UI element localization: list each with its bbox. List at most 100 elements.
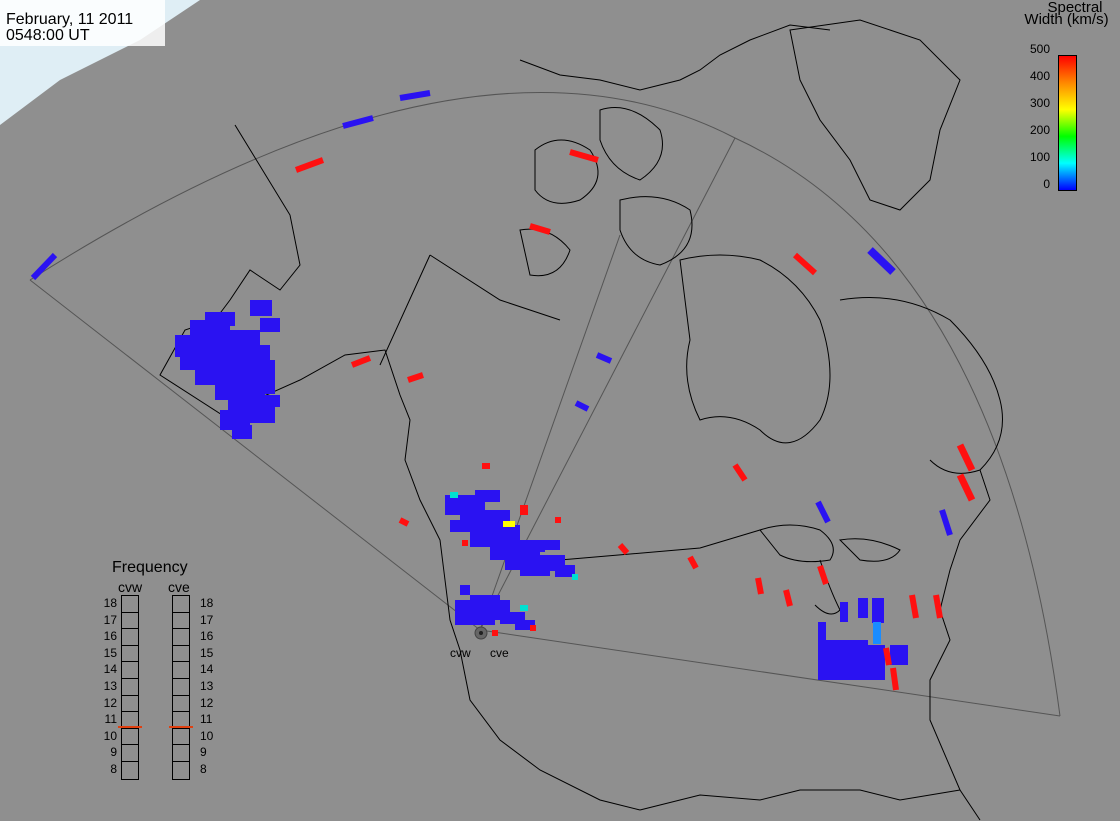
echo-cell: [617, 543, 630, 555]
frequency-tick-label: 14: [103, 662, 117, 677]
echo-groups: [30, 90, 976, 691]
echo-cell: [867, 247, 896, 275]
frequency-gridline: [172, 744, 189, 746]
frequency-tick-label: 18: [200, 596, 214, 610]
echo-cell: [520, 505, 528, 515]
echo-cell: [530, 625, 536, 631]
echo-cell: [890, 645, 908, 665]
echo-cell: [398, 517, 410, 527]
radar-label-east: cve: [490, 646, 509, 660]
echo-cell: [574, 400, 590, 412]
colorbar-tick-label: 0: [1043, 177, 1050, 191]
echo-cell: [475, 490, 500, 502]
echo-cell: [732, 463, 748, 482]
echo-cell: [260, 318, 280, 332]
echo-cell: [865, 645, 885, 680]
frequency-gridline: [121, 661, 138, 663]
echo-cell: [956, 443, 976, 472]
frequency-gridline: [121, 694, 138, 696]
time-label: 0548:00 UT: [6, 27, 90, 44]
echo-cell: [255, 380, 275, 394]
echo-cell: [399, 90, 431, 101]
echo-cell: [342, 115, 374, 129]
colorbar: [1058, 55, 1077, 191]
frequency-tick-label: 8: [200, 762, 207, 776]
frequency-gridline: [172, 711, 189, 713]
echo-cell: [529, 223, 551, 235]
frequency-column-cvw: [121, 595, 139, 780]
frequency-column-cve: [172, 595, 190, 780]
echo-cell: [595, 352, 613, 364]
frequency-gridline: [172, 678, 189, 679]
frequency-tick-label: 14: [200, 662, 214, 677]
frequency-tick-label: 13: [103, 679, 117, 693]
echo-cell: [205, 312, 235, 326]
frequency-tick-label: 15: [200, 645, 214, 660]
echo-cell: [294, 157, 325, 173]
echo-cell: [555, 565, 575, 577]
frequency-gridline: [121, 628, 138, 630]
echo-cell: [687, 555, 699, 570]
frequency-gridline: [121, 644, 138, 646]
frequency-tick-label: 8: [110, 762, 117, 776]
colorbar-tick-label: 100: [1029, 150, 1050, 164]
frequency-gridline: [121, 744, 138, 746]
echo-cell: [890, 667, 899, 691]
fov-east-edge: [479, 629, 1061, 717]
frequency-tick-label: 16: [200, 629, 214, 644]
echo-cell: [492, 630, 498, 636]
echo-cell: [818, 640, 868, 680]
frequency-gridline: [121, 711, 138, 713]
frequency-gridline: [172, 727, 189, 729]
echo-cell: [232, 425, 252, 439]
echo-cell: [909, 594, 919, 619]
echo-cell: [792, 252, 818, 276]
echo-cell: [817, 565, 829, 585]
echo-cell: [933, 594, 943, 619]
echo-cell: [30, 252, 58, 281]
radar-label-west: cvw: [450, 646, 471, 660]
fov-west-edge: [29, 279, 481, 631]
coastlines: [159, 19, 1003, 821]
echo-cell: [407, 372, 424, 383]
frequency-col-cve: cve: [168, 579, 190, 595]
frequency-col-cvw: cvw: [118, 579, 143, 595]
frequency-tick-label: 11: [200, 712, 213, 727]
echo-cell: [818, 622, 826, 642]
echo-cell: [815, 500, 831, 524]
echo-cell: [755, 577, 764, 595]
frequency-gridline: [172, 628, 189, 630]
frequency-marker: [118, 726, 142, 729]
echo-cell: [515, 620, 535, 630]
frequency-gridline: [121, 727, 138, 729]
frequency-tick-label: 16: [103, 629, 117, 644]
frequency-gridline: [121, 611, 138, 613]
echo-cell: [450, 520, 470, 532]
echo-cell: [520, 605, 528, 611]
frequency-tick-label: 15: [103, 645, 117, 660]
radar-site-dot: [479, 631, 483, 635]
frequency-gridline: [172, 644, 189, 646]
title-backdrop: [0, 0, 165, 46]
frequency-tick-label: 9: [110, 745, 117, 760]
frequency-tick-label: 12: [200, 695, 214, 710]
echo-cell: [569, 149, 599, 163]
echo-cell: [250, 300, 272, 316]
echo-cell: [265, 395, 280, 407]
echo-cell: [462, 540, 468, 546]
frequency-title: Frequency: [112, 559, 188, 576]
echo-cell: [503, 521, 515, 527]
echo-cell: [450, 492, 458, 498]
frequency-tick-label: 18: [103, 596, 117, 610]
frequency-gridline: [172, 694, 189, 696]
echo-cell: [956, 473, 976, 502]
echo-cell: [939, 509, 953, 536]
echo-cell: [872, 598, 884, 623]
borders: [379, 254, 761, 561]
echo-cell: [783, 589, 793, 607]
colorbar-title-1: Spectral: [1047, 0, 1103, 16]
colorbar-tick-label: 200: [1029, 123, 1050, 137]
frequency-marker: [169, 726, 193, 729]
fov-outline: [29, 92, 1061, 717]
